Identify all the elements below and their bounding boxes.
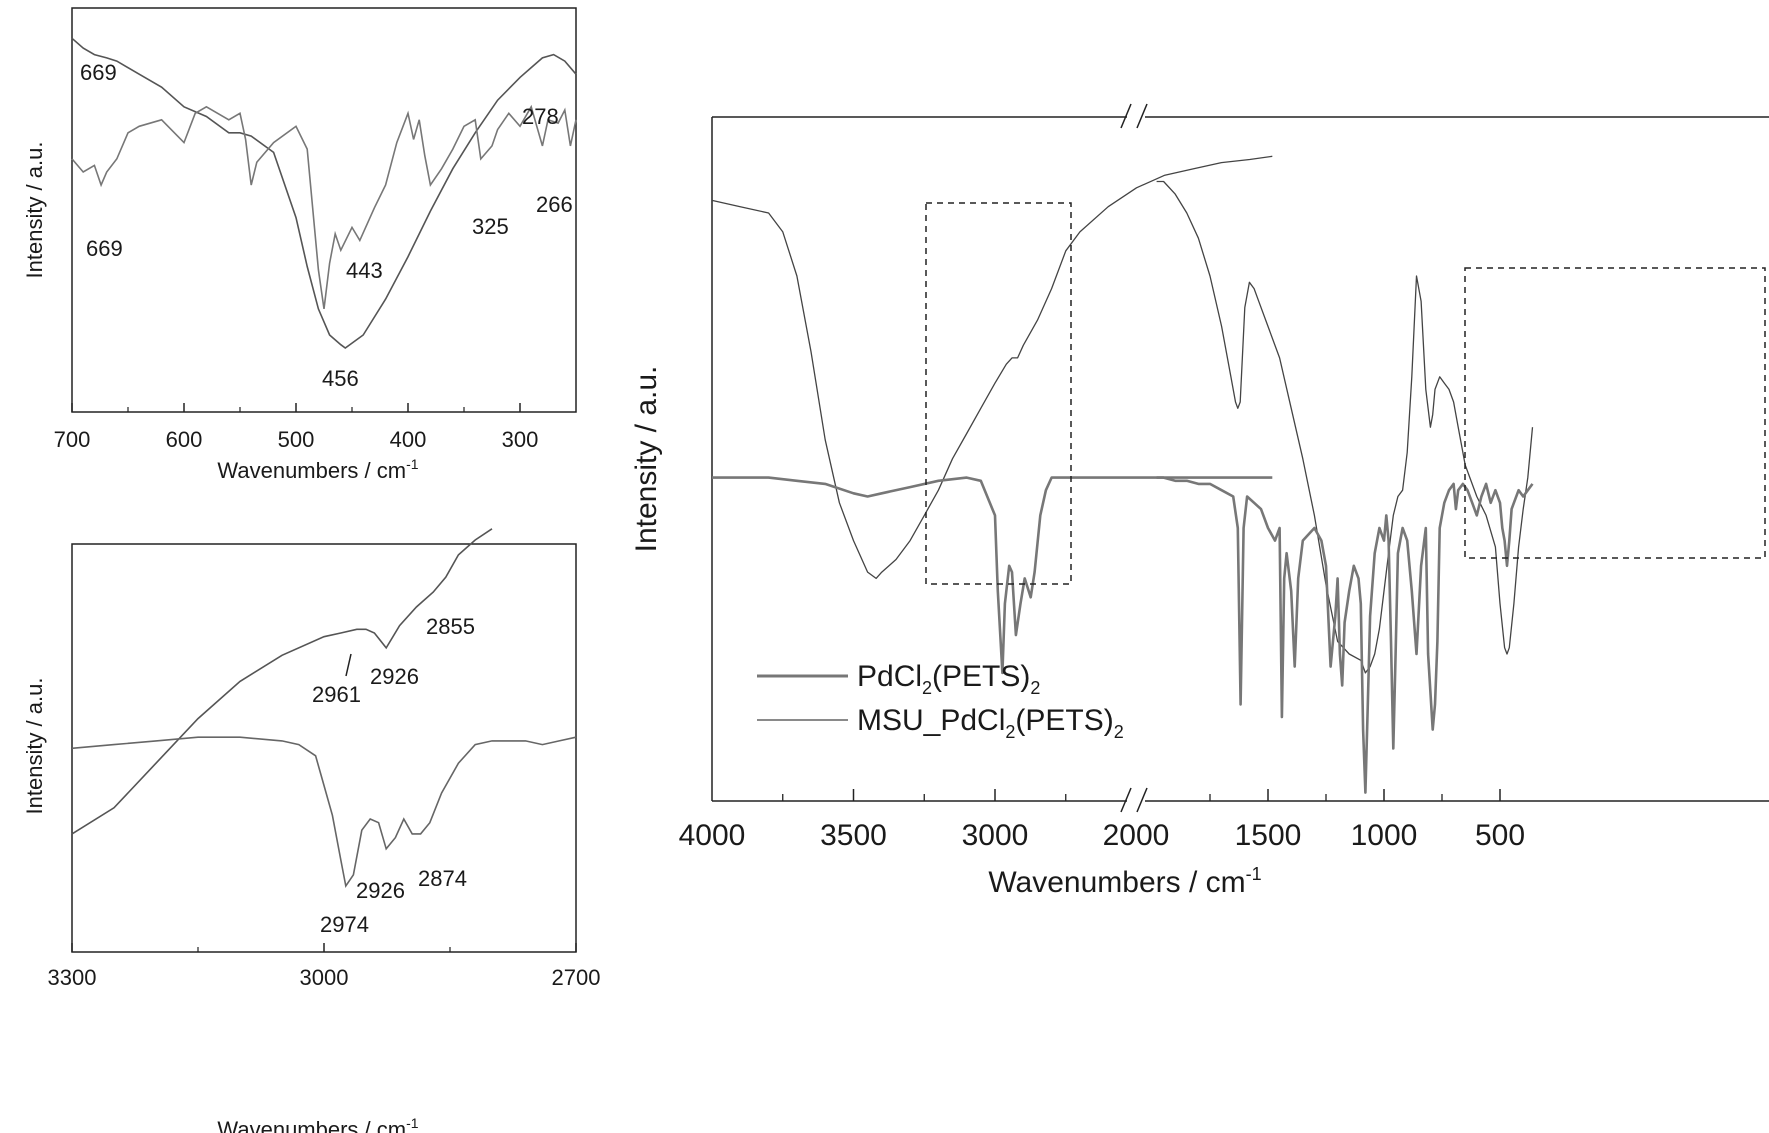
tick-label: 3300 — [48, 965, 97, 990]
legend-entry: MSU_PdCl2(PETS)2 — [857, 704, 1124, 742]
series-line — [1156, 476, 1534, 794]
peak-label: 2926 — [370, 664, 419, 689]
y-axis-label: Intensity / a.u. — [630, 366, 663, 553]
tick-label: 1000 — [1351, 819, 1418, 852]
peak-label: 669 — [86, 236, 123, 261]
series-line — [71, 104, 577, 310]
tick-label: 400 — [390, 427, 427, 452]
tick-label: 600 — [166, 427, 203, 452]
tick-label: 2700 — [552, 965, 601, 990]
legend: PdCl2(PETS)2 MSU_PdCl2(PETS)2 — [757, 660, 1124, 742]
panel-far-ir: 700 600 500 400 300 Intensity / a.u. Wavenum… — [22, 7, 577, 483]
tick-label: 500 — [1475, 819, 1525, 852]
panel-full-ir: 4000 3500 3000 2000 1500 1000 500 Intensity / … — [630, 103, 1769, 899]
x-axis-label: Wavenumbers / cm-1 — [217, 456, 418, 483]
peak-label: 443 — [346, 258, 383, 283]
peak-label: 278 — [522, 104, 559, 129]
peak-label: 2855 — [426, 614, 475, 639]
y-axis-label: Intensity / a.u. — [22, 142, 47, 279]
peak-label: 2926 — [356, 878, 405, 903]
series-lines — [711, 155, 1534, 794]
axis-break-bottom — [1120, 787, 1148, 813]
x-ticks: 3300 3000 2700 — [48, 943, 601, 990]
tick-label: 3000 — [962, 819, 1029, 852]
peak-label: 2874 — [418, 866, 467, 891]
series-line — [1156, 180, 1534, 674]
panel-ch-stretch: 3300 3000 2700 Intensity / a.u. Wavenumber… — [22, 528, 601, 1133]
series-line — [712, 476, 1273, 675]
series-lines — [71, 37, 577, 349]
tick-label: 4000 — [679, 819, 746, 852]
y-axis-label: Intensity / a.u. — [22, 678, 47, 815]
tick-label: 3500 — [820, 819, 887, 852]
zoom-box-ch — [925, 202, 1072, 585]
legend-entry: PdCl2(PETS)2 — [857, 660, 1040, 698]
plot-frame — [71, 7, 577, 413]
series-lines — [71, 528, 577, 889]
series-line — [71, 37, 577, 349]
series-line — [711, 155, 1273, 580]
peak-label: 266 — [536, 192, 573, 217]
series-line — [71, 528, 493, 835]
peak-label: 456 — [322, 366, 359, 391]
peak-label: 325 — [472, 214, 509, 239]
tick-label: 3000 — [300, 965, 349, 990]
x-axis-label: Wavenumbers / cm-1 — [988, 864, 1261, 899]
series-line — [71, 736, 577, 889]
tick-label: 300 — [502, 427, 539, 452]
peak-label: 2974 — [320, 912, 369, 937]
plot-frame — [71, 543, 577, 953]
axis-break-top — [1120, 103, 1148, 129]
tick-label: 500 — [278, 427, 315, 452]
peak-label: 2961 — [312, 682, 361, 707]
peak-label: 669 — [80, 60, 117, 85]
tick-label: 2000 — [1103, 819, 1170, 852]
x-axis-label: Wavenumbers / cm-1 — [217, 1115, 418, 1133]
tick-label: 700 — [54, 427, 91, 452]
x-ticks: 4000 3500 3000 2000 1500 1000 500 — [679, 789, 1525, 852]
zoom-box-far-ir — [1464, 267, 1766, 559]
tick-label: 1500 — [1235, 819, 1302, 852]
leader-line — [345, 653, 352, 677]
x-ticks: 700 600 500 400 300 — [54, 403, 539, 452]
